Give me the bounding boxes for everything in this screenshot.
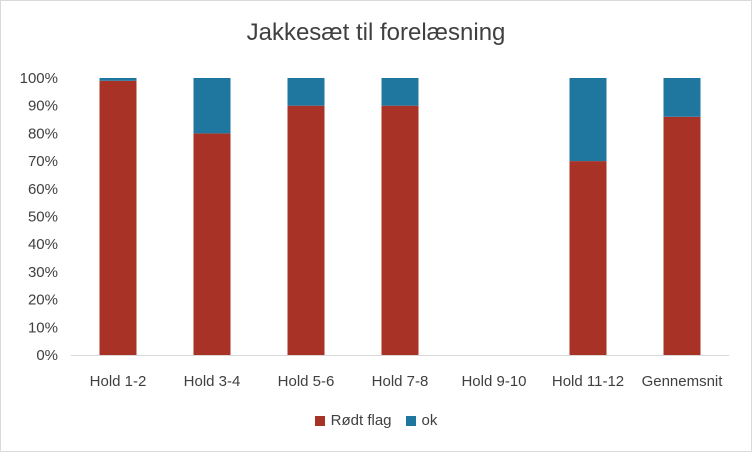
x-tick-label: Gennemsnit <box>642 373 724 390</box>
bar-roedt-flag <box>569 161 607 355</box>
bar-ok <box>381 78 419 106</box>
bar-roedt-flag <box>99 80 137 356</box>
x-tick-label: Hold 9-10 <box>461 373 526 390</box>
y-tick-label: 0% <box>36 347 58 364</box>
y-axis: 0% 10% 20% 30% 40% 50% 60% 70% 80% 90% 100% <box>20 70 58 364</box>
legend-swatch <box>314 415 325 426</box>
bar-roedt-flag <box>381 105 419 355</box>
x-tick-label: Hold 11-12 <box>552 373 624 390</box>
bar-roedt-flag <box>663 116 701 355</box>
bar-ok <box>193 78 231 134</box>
x-tick-label: Hold 3-4 <box>184 373 241 390</box>
y-tick-label: 80% <box>28 125 58 142</box>
legend: Rødt flag ok <box>1 412 751 429</box>
bar-roedt-flag <box>193 133 231 355</box>
bar-ok <box>287 78 325 106</box>
legend-swatch <box>405 415 416 426</box>
bar-ok <box>663 78 701 117</box>
y-tick-label: 20% <box>28 292 58 309</box>
bar-roedt-flag <box>287 105 325 355</box>
y-tick-label: 100% <box>20 70 58 87</box>
x-tick-label: Hold 5-6 <box>278 373 335 390</box>
y-tick-label: 90% <box>28 98 58 115</box>
legend-label: Rødt flag <box>330 412 392 429</box>
y-tick-label: 40% <box>28 236 58 253</box>
y-tick-label: 60% <box>28 181 58 198</box>
chart-title: Jakkesæt til forelæsning <box>246 19 506 46</box>
y-tick-label: 30% <box>28 264 58 281</box>
legend-label: ok <box>421 412 438 429</box>
x-tick-label: Hold 7-8 <box>372 373 429 390</box>
y-tick-label: 50% <box>28 209 58 226</box>
legend-item: Rødt flag <box>314 412 392 429</box>
y-tick-label: 70% <box>28 153 58 170</box>
bar-ok <box>569 78 607 162</box>
x-tick-label: Hold 1-2 <box>90 373 147 390</box>
bar-ok <box>99 78 137 81</box>
legend-item: ok <box>405 412 438 429</box>
x-axis: Hold 1-2 Hold 3-4 Hold 5-6 Hold 7-8 Hold 9-1… <box>90 373 724 390</box>
bars <box>99 78 701 356</box>
y-tick-label: 10% <box>28 319 58 336</box>
